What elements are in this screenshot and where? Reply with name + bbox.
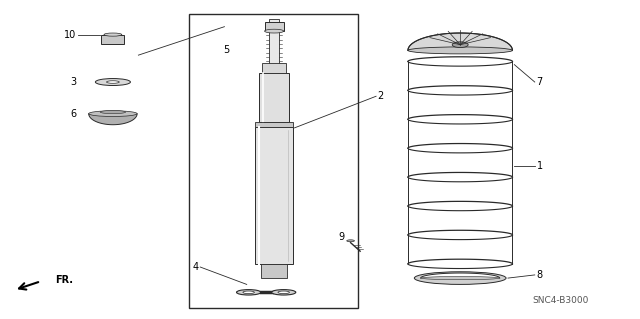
Polygon shape bbox=[408, 230, 513, 235]
Ellipse shape bbox=[420, 277, 500, 280]
Ellipse shape bbox=[100, 110, 125, 114]
Polygon shape bbox=[408, 115, 513, 119]
Bar bbox=[255, 122, 293, 127]
Bar bbox=[255, 127, 293, 264]
Polygon shape bbox=[408, 57, 513, 62]
Ellipse shape bbox=[243, 291, 254, 293]
Ellipse shape bbox=[237, 290, 260, 295]
Polygon shape bbox=[408, 33, 513, 50]
Bar bbox=[189, 14, 358, 308]
Ellipse shape bbox=[104, 33, 122, 36]
Ellipse shape bbox=[106, 81, 119, 83]
Ellipse shape bbox=[89, 111, 137, 116]
Ellipse shape bbox=[278, 291, 289, 293]
Ellipse shape bbox=[452, 42, 468, 48]
Bar bbox=[259, 72, 289, 122]
Ellipse shape bbox=[347, 240, 355, 242]
Text: 8: 8 bbox=[537, 270, 543, 280]
Ellipse shape bbox=[408, 47, 513, 54]
Polygon shape bbox=[408, 201, 513, 206]
Text: 2: 2 bbox=[378, 91, 383, 101]
Text: 7: 7 bbox=[537, 77, 543, 87]
Polygon shape bbox=[408, 173, 513, 177]
Polygon shape bbox=[408, 259, 513, 264]
Ellipse shape bbox=[271, 290, 296, 295]
Polygon shape bbox=[408, 86, 513, 90]
Text: SNC4-B3000: SNC4-B3000 bbox=[532, 296, 589, 305]
Text: 10: 10 bbox=[65, 30, 77, 40]
Text: 4: 4 bbox=[193, 262, 199, 272]
Bar bbox=[261, 264, 287, 278]
Ellipse shape bbox=[414, 272, 506, 285]
Text: 9: 9 bbox=[338, 232, 344, 242]
Text: 1: 1 bbox=[537, 161, 543, 171]
Text: 5: 5 bbox=[223, 45, 230, 56]
Text: 6: 6 bbox=[70, 109, 77, 119]
Text: 3: 3 bbox=[70, 77, 77, 87]
Bar bbox=[269, 19, 279, 65]
Ellipse shape bbox=[264, 29, 284, 33]
Polygon shape bbox=[89, 114, 137, 125]
Polygon shape bbox=[420, 273, 500, 278]
Polygon shape bbox=[408, 144, 513, 148]
Polygon shape bbox=[262, 63, 286, 72]
Ellipse shape bbox=[95, 78, 131, 85]
Text: FR.: FR. bbox=[55, 275, 73, 285]
Bar bbox=[264, 22, 284, 31]
Bar bbox=[101, 34, 124, 44]
